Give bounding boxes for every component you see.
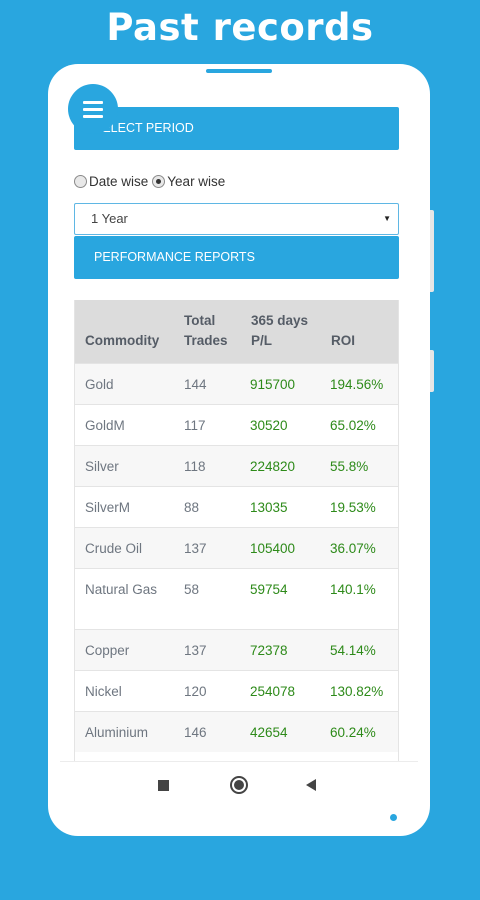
- dropdown-caret-icon: ▼: [383, 214, 391, 223]
- cell-trades: 58: [173, 567, 240, 629]
- cell-trades: 88: [173, 485, 240, 527]
- select-period-header: SELECT PERIOD: [74, 107, 399, 150]
- notification-led: [390, 814, 397, 821]
- table-row: Nickel 120 254078 130.82%: [74, 669, 399, 711]
- cell-roi: 54.14%: [320, 628, 399, 670]
- cell-roi: 55.8%: [320, 444, 399, 486]
- cell-trades: 146: [173, 710, 240, 752]
- cell-commodity: Copper: [74, 628, 173, 670]
- year-wise-radio[interactable]: [152, 175, 166, 188]
- table-row: Crude Oil 137 105400 36.07%: [74, 526, 399, 568]
- cell-trades: 137: [173, 628, 240, 670]
- cell-pl: 224820: [240, 444, 320, 486]
- hamburger-menu-icon: [83, 100, 103, 104]
- phone-frame: SELECT PERIOD Date wise Year wise 1 Year…: [48, 64, 434, 836]
- cell-pl: 42654: [240, 710, 320, 752]
- table-row: Silver 118 224820 55.8%: [74, 444, 399, 486]
- table-row: Aluminium 146 42654 60.24%: [74, 710, 399, 752]
- period-select-value: 1 Year: [91, 211, 128, 226]
- cell-pl: 915700: [240, 362, 320, 404]
- cell-pl: 254078: [240, 669, 320, 711]
- page-title: Past records: [106, 6, 374, 49]
- cell-trades: 118: [173, 444, 240, 486]
- cell-roi: 130.82%: [320, 669, 399, 711]
- table-row: Gold 144 915700 194.56%: [74, 362, 399, 404]
- app-screen: SELECT PERIOD Date wise Year wise 1 Year…: [60, 78, 418, 808]
- table-row: SilverM 88 13035 19.53%: [74, 485, 399, 527]
- menu-button[interactable]: [68, 84, 118, 134]
- cell-trades: 144: [173, 362, 240, 404]
- cell-commodity: Gold: [74, 362, 173, 404]
- table-row: Copper 137 72378 54.14%: [74, 628, 399, 670]
- cell-trades: 137: [173, 526, 240, 568]
- square-recents-icon[interactable]: [158, 780, 169, 791]
- period-mode-options: Date wise Year wise: [74, 174, 229, 189]
- volume-button: [430, 210, 434, 292]
- cell-commodity: Silver: [74, 444, 173, 486]
- cell-commodity: Natural Gas: [74, 567, 173, 629]
- triangle-back-icon[interactable]: [306, 779, 316, 791]
- date-wise-label[interactable]: Date wise: [89, 174, 149, 189]
- date-wise-radio[interactable]: [74, 175, 87, 188]
- table-header-row: Commodity Total Trades 365 days P/L ROI: [74, 300, 399, 363]
- power-button: [430, 350, 434, 392]
- cell-roi: 140.1%: [320, 567, 399, 629]
- cell-roi: 65.02%: [320, 403, 399, 445]
- android-nav-bar: [60, 761, 418, 808]
- cell-roi: 194.56%: [320, 362, 399, 404]
- circle-home-icon[interactable]: [230, 776, 248, 794]
- cell-pl: 72378: [240, 628, 320, 670]
- cell-commodity: Crude Oil: [74, 526, 173, 568]
- cell-commodity: Nickel: [74, 669, 173, 711]
- performance-reports-header: PERFORMANCE REPORTS: [74, 236, 399, 279]
- cell-pl: 105400: [240, 526, 320, 568]
- cell-commodity: SilverM: [74, 485, 173, 527]
- table-row: Natural Gas 58 59754 140.1%: [74, 567, 399, 629]
- column-header-roi: ROI: [320, 300, 399, 363]
- cell-trades: 117: [173, 403, 240, 445]
- column-header-total-trades: Total Trades: [173, 300, 240, 363]
- cell-pl: 30520: [240, 403, 320, 445]
- cell-trades: 120: [173, 669, 240, 711]
- cell-commodity: Aluminium: [74, 710, 173, 752]
- year-wise-label[interactable]: Year wise: [167, 174, 226, 189]
- column-header-pl: 365 days P/L: [240, 300, 320, 363]
- cell-commodity: GoldM: [74, 403, 173, 445]
- period-select[interactable]: 1 Year ▼: [74, 203, 399, 235]
- cell-pl: 59754: [240, 567, 320, 629]
- cell-roi: 19.53%: [320, 485, 399, 527]
- phone-speaker: [206, 69, 272, 73]
- column-header-commodity: Commodity: [74, 300, 173, 363]
- performance-table: Commodity Total Trades 365 days P/L ROI …: [74, 300, 399, 808]
- cell-pl: 13035: [240, 485, 320, 527]
- cell-roi: 60.24%: [320, 710, 399, 752]
- table-row: GoldM 117 30520 65.02%: [74, 403, 399, 445]
- cell-roi: 36.07%: [320, 526, 399, 568]
